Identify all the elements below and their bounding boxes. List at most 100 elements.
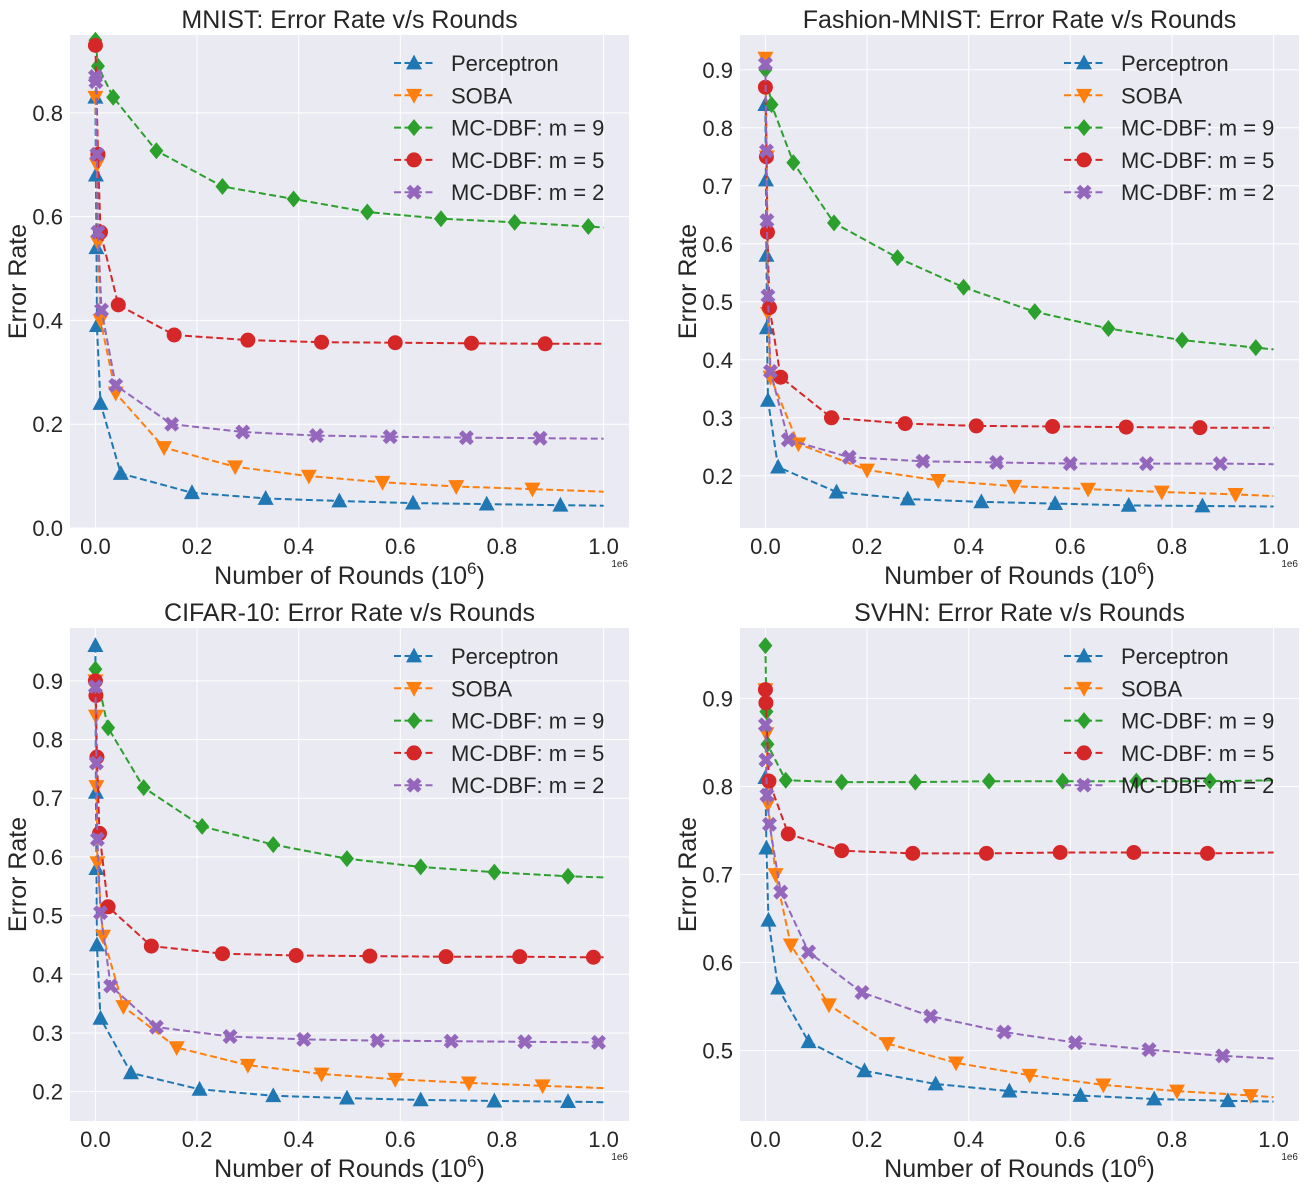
y-tick-label: 0.2: [702, 464, 733, 489]
legend-marker: [406, 647, 422, 663]
data-point: [106, 88, 121, 106]
data-point: [88, 317, 105, 333]
legend-label: MC-DBF: m = 5: [451, 741, 604, 766]
data-point: [405, 494, 422, 510]
data-point: [89, 831, 105, 847]
series-mc-dbf-m-2: [757, 56, 1274, 472]
data-point: [758, 143, 774, 159]
legend-label: MC-DBF: m = 2: [1121, 773, 1274, 798]
data-point: [757, 717, 773, 733]
y-tick-label: 0.2: [32, 412, 63, 437]
x-tick-label: 0.8: [1157, 534, 1188, 559]
data-point: [438, 949, 454, 965]
data-point: [973, 493, 990, 509]
data-point: [1139, 456, 1155, 472]
data-point: [778, 771, 793, 789]
chart-title: Fashion-MNIST: Error Rate v/s Rounds: [803, 6, 1236, 34]
y-tick-label: 0.9: [32, 669, 63, 694]
data-point: [828, 483, 845, 499]
data-point: [1129, 772, 1144, 790]
data-point: [947, 1056, 964, 1072]
data-point: [1248, 339, 1263, 357]
data-point: [982, 772, 997, 790]
data-point: [1095, 1078, 1112, 1094]
legend-marker: [406, 88, 422, 104]
data-point: [360, 203, 375, 221]
data-point: [923, 1008, 939, 1024]
data-point: [369, 1033, 385, 1049]
y-tick-label: 0.9: [702, 58, 733, 83]
x-tick-label: 0.2: [852, 534, 883, 559]
series-mc-dbf-m-9: [758, 61, 1274, 357]
x-tick-label: 0.8: [1157, 1127, 1188, 1152]
data-point: [88, 74, 104, 90]
y-axis-label: Error Rate: [674, 224, 702, 339]
x-tick-label: 0.4: [283, 534, 314, 559]
data-point: [215, 178, 230, 196]
data-point: [433, 210, 448, 228]
data-point: [989, 454, 1005, 470]
data-point: [94, 302, 109, 318]
chart-panel-4: 0.0 0.2 0.4 0.6 0.8 1.0 0.5 0.6 0.7 0.8 0.9 1e6 SVHN…: [674, 599, 1299, 1183]
data-point: [834, 773, 849, 791]
data-point: [235, 424, 251, 440]
data-point: [759, 213, 775, 229]
data-point: [87, 679, 103, 695]
data-point: [758, 319, 775, 335]
legend-label: SOBA: [1121, 676, 1182, 701]
x-tick-label: 1.0: [588, 1127, 619, 1152]
y-tick-label: 0.4: [702, 348, 733, 373]
data-point: [581, 217, 596, 235]
data-point: [859, 463, 876, 479]
data-point: [1227, 487, 1244, 503]
data-point: [166, 327, 182, 343]
legend-label: MC-DBF: m = 5: [1121, 148, 1274, 173]
data-point: [537, 336, 553, 352]
data-point: [195, 817, 210, 835]
data-point: [767, 868, 784, 883]
data-point: [820, 998, 837, 1014]
data-point: [915, 453, 931, 469]
y-tick-label: 0.5: [702, 1039, 733, 1064]
data-point: [841, 449, 857, 465]
data-point: [339, 850, 354, 868]
data-point: [1219, 1092, 1236, 1108]
data-point: [308, 428, 324, 444]
legend-marker: [1076, 745, 1092, 761]
data-point: [486, 1092, 503, 1108]
series-mc-dbf-m-2: [87, 69, 604, 446]
legend-marker: [1076, 647, 1092, 663]
x-tick-label: 1.0: [1258, 534, 1289, 559]
data-point: [773, 884, 789, 900]
data-point: [1052, 844, 1068, 860]
data-point: [288, 947, 304, 963]
x-tick-label: 0.2: [852, 1127, 883, 1152]
legend: Perceptron SOBA MC-DBF: m = 9 MC-DBF: m = 5…: [394, 644, 604, 798]
data-point: [108, 377, 124, 393]
data-point: [591, 1034, 606, 1050]
y-axis-label: Error Rate: [4, 224, 32, 339]
data-point: [136, 779, 151, 797]
y-tick-label: 0.5: [702, 290, 733, 315]
legend: Perceptron SOBA MC-DBF: m = 9 MC-DBF: m = 5…: [1064, 644, 1274, 798]
data-point: [168, 1041, 185, 1057]
data-point: [761, 300, 777, 316]
data-point: [827, 214, 842, 232]
data-point: [770, 979, 787, 995]
chart-title: SVHN: Error Rate v/s Rounds: [854, 599, 1185, 627]
data-point: [149, 142, 164, 160]
y-tick-label: 0.4: [32, 962, 63, 987]
data-point: [956, 278, 971, 296]
x-offset-label: 1e6: [1281, 1152, 1298, 1163]
legend-marker: [406, 152, 422, 168]
data-point: [88, 936, 105, 952]
data-point: [143, 938, 159, 954]
data-point: [758, 637, 773, 655]
data-point: [448, 480, 465, 495]
data-point: [760, 911, 777, 927]
y-tick-label: 0.3: [32, 1021, 63, 1046]
data-point: [286, 190, 301, 208]
data-point: [1045, 419, 1061, 434]
data-point: [834, 843, 850, 859]
